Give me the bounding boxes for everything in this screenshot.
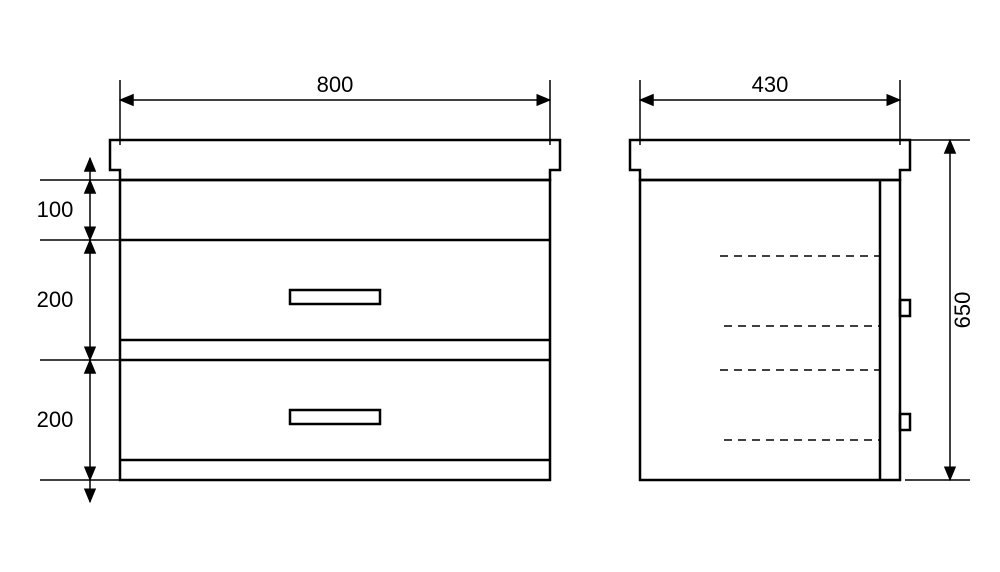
dim-side-h-label: 650	[950, 292, 975, 329]
front-handle-1	[290, 410, 380, 424]
dim-front-left-0-label: 100	[37, 197, 74, 222]
side-cabinet-body	[640, 180, 900, 480]
front-countertop	[110, 140, 560, 180]
side-handle-profile-0	[900, 300, 910, 316]
side-drawer-dashed-0	[720, 256, 880, 326]
dim-side-width-label: 430	[752, 72, 789, 97]
side-handle-profile-1	[900, 414, 910, 430]
dim-front-left-1-label: 200	[37, 287, 74, 312]
side-countertop	[630, 140, 910, 180]
side-drawer-dashed-1	[720, 370, 880, 440]
front-cabinet-body	[120, 180, 550, 480]
front-handle-0	[290, 290, 380, 304]
dim-front-width-label: 800	[317, 72, 354, 97]
dim-front-left-2-label: 200	[37, 407, 74, 432]
